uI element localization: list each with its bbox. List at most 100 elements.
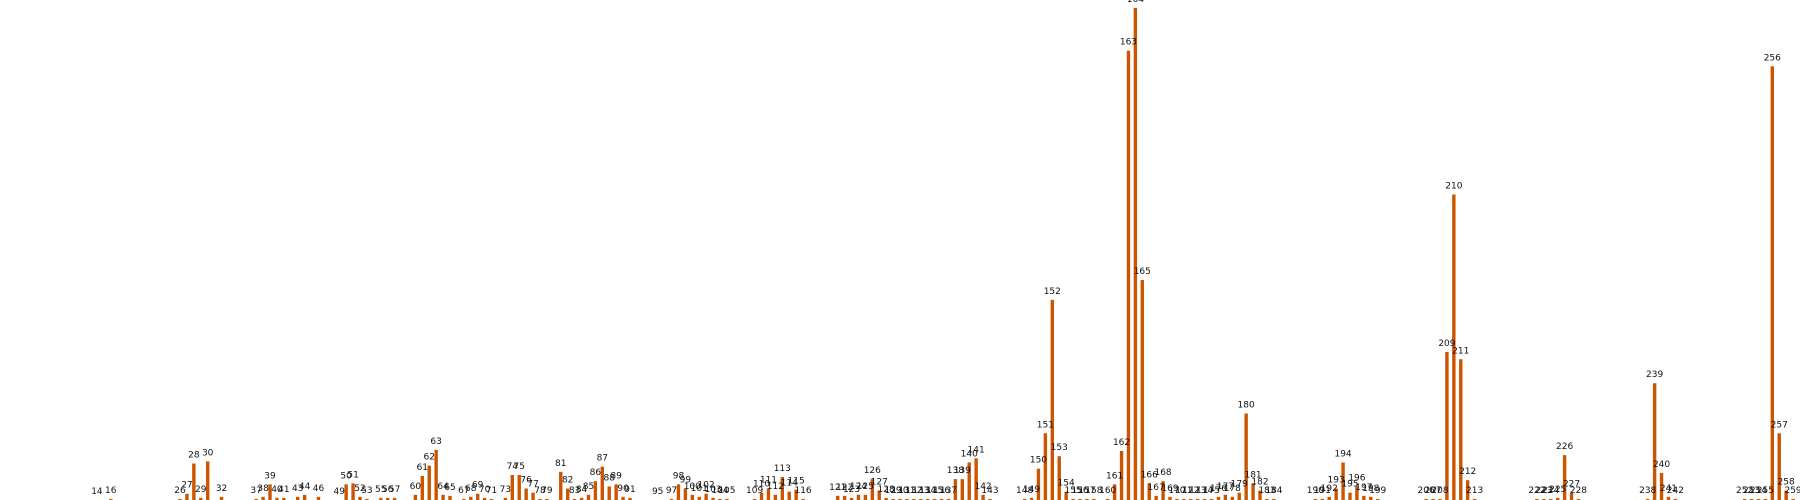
data-label-195: 195 bbox=[1341, 480, 1358, 490]
data-label-253: 253 bbox=[1743, 486, 1760, 496]
bar-151 bbox=[1043, 433, 1048, 500]
data-label-179: 179 bbox=[1231, 480, 1248, 490]
bar-241 bbox=[1666, 496, 1671, 500]
bar-210 bbox=[1452, 194, 1456, 500]
bar-166 bbox=[1147, 483, 1151, 500]
bar-16 bbox=[109, 498, 113, 500]
bar-124 bbox=[856, 494, 861, 500]
data-label-103: 103 bbox=[704, 485, 721, 495]
bar-44 bbox=[302, 494, 307, 500]
data-label-109: 109 bbox=[746, 486, 763, 496]
bar-160 bbox=[1105, 498, 1110, 500]
data-label-115: 115 bbox=[788, 477, 805, 487]
data-label-255: 255 bbox=[1757, 486, 1774, 496]
data-label-124: 124 bbox=[850, 482, 867, 492]
data-label-162: 162 bbox=[1113, 438, 1130, 448]
bar-181 bbox=[1251, 483, 1255, 500]
bar-156 bbox=[1078, 498, 1082, 500]
bar-132 bbox=[912, 498, 916, 500]
data-label-75: 75 bbox=[514, 462, 525, 472]
data-label-53: 53 bbox=[361, 486, 372, 496]
data-label-16: 16 bbox=[105, 486, 117, 496]
bar-116 bbox=[801, 498, 805, 500]
bar-114 bbox=[787, 491, 791, 500]
data-label-99: 99 bbox=[680, 476, 692, 486]
bar-226 bbox=[1562, 455, 1567, 500]
data-label-209: 209 bbox=[1438, 339, 1455, 349]
bar-173 bbox=[1195, 498, 1200, 500]
bar-158 bbox=[1092, 498, 1096, 500]
data-label-150: 150 bbox=[1030, 456, 1047, 466]
bar-103 bbox=[711, 497, 715, 500]
bar-238 bbox=[1645, 498, 1650, 500]
bar-32 bbox=[219, 496, 224, 500]
data-label-226: 226 bbox=[1556, 442, 1573, 452]
data-label-89: 89 bbox=[610, 471, 622, 481]
data-label-210: 210 bbox=[1445, 182, 1462, 192]
data-label-254: 254 bbox=[1750, 486, 1767, 496]
data-label-43: 43 bbox=[292, 484, 303, 494]
data-label-82: 82 bbox=[562, 476, 573, 486]
bar-211 bbox=[1459, 359, 1463, 500]
bar-161 bbox=[1112, 484, 1117, 500]
data-label-223: 223 bbox=[1535, 486, 1552, 496]
bar-143 bbox=[988, 498, 992, 500]
data-label-140: 140 bbox=[961, 449, 978, 459]
data-label-78: 78 bbox=[534, 486, 546, 496]
bar-51 bbox=[351, 483, 355, 500]
data-label-111: 111 bbox=[760, 476, 777, 486]
data-label-46: 46 bbox=[313, 484, 325, 494]
data-label-194: 194 bbox=[1334, 449, 1351, 459]
bar-89 bbox=[614, 484, 618, 500]
data-label-156: 156 bbox=[1071, 486, 1088, 496]
data-label-79: 79 bbox=[541, 486, 553, 496]
bar-253 bbox=[1749, 498, 1754, 500]
bar-65 bbox=[448, 495, 452, 500]
bar-70 bbox=[482, 497, 487, 500]
data-label-190: 190 bbox=[1307, 486, 1324, 496]
data-label-128: 128 bbox=[878, 485, 895, 495]
data-label-163: 163 bbox=[1120, 38, 1137, 48]
data-label-172: 172 bbox=[1182, 486, 1199, 496]
bar-43 bbox=[295, 496, 300, 500]
data-label-134: 134 bbox=[919, 486, 936, 496]
bar-100 bbox=[690, 494, 695, 500]
bar-257 bbox=[1777, 433, 1781, 500]
data-label-240: 240 bbox=[1653, 460, 1670, 470]
data-label-175: 175 bbox=[1203, 486, 1220, 496]
bar-208 bbox=[1438, 498, 1442, 500]
bar-180 bbox=[1244, 413, 1248, 500]
data-label-207: 207 bbox=[1424, 486, 1441, 496]
bar-175 bbox=[1209, 498, 1214, 500]
data-label-129: 129 bbox=[884, 486, 901, 496]
data-label-193: 193 bbox=[1328, 476, 1345, 486]
data-label-102: 102 bbox=[698, 481, 715, 491]
bar-85 bbox=[586, 494, 591, 500]
data-label-95: 95 bbox=[652, 487, 663, 497]
data-label-104: 104 bbox=[711, 486, 728, 496]
bar-255 bbox=[1763, 498, 1768, 500]
bar-258 bbox=[1784, 490, 1788, 500]
bar-62 bbox=[427, 465, 431, 500]
bar-169 bbox=[1168, 496, 1172, 500]
bar-39 bbox=[268, 484, 272, 500]
bar-125 bbox=[863, 494, 868, 500]
data-label-225: 225 bbox=[1549, 485, 1566, 495]
bar-141 bbox=[974, 458, 978, 500]
bar-131 bbox=[905, 498, 909, 500]
data-label-171: 171 bbox=[1175, 486, 1192, 496]
bar-197 bbox=[1362, 495, 1366, 500]
data-label-181: 181 bbox=[1244, 470, 1261, 480]
bar-227 bbox=[1569, 492, 1574, 500]
data-label-241: 241 bbox=[1660, 484, 1677, 494]
bar-68 bbox=[469, 496, 473, 500]
bar-53 bbox=[365, 498, 369, 500]
data-label-192: 192 bbox=[1321, 484, 1338, 494]
data-label-32: 32 bbox=[216, 484, 227, 494]
bar-135 bbox=[932, 498, 937, 500]
data-label-60: 60 bbox=[410, 482, 422, 492]
data-label-148: 148 bbox=[1016, 486, 1033, 496]
bar-78 bbox=[538, 498, 542, 500]
data-label-100: 100 bbox=[684, 482, 701, 492]
